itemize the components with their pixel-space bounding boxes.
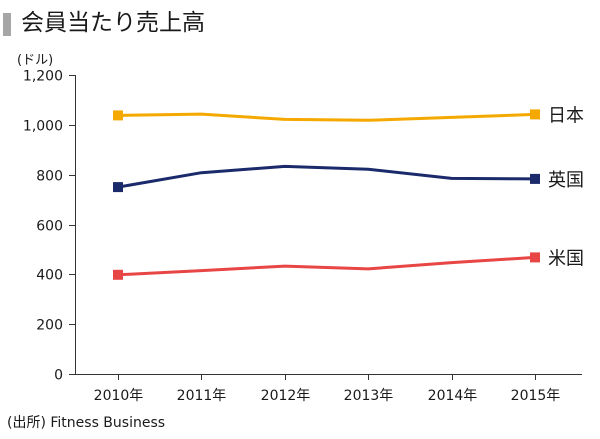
chart-title: 会員当たり売上高 bbox=[21, 10, 205, 36]
x-tick-label: 2011年 bbox=[177, 388, 227, 404]
y-unit-label: (ドル) bbox=[17, 53, 53, 68]
y-tick-label: 0 bbox=[54, 368, 63, 384]
series-end-marker bbox=[113, 110, 123, 121]
series-label: 英国 bbox=[548, 170, 584, 191]
x-tick-label: 2014年 bbox=[428, 388, 478, 404]
series-label: 米国 bbox=[548, 248, 584, 269]
y-tick-label: 800 bbox=[36, 169, 63, 185]
title-accent-bar bbox=[3, 13, 11, 36]
series-end-marker bbox=[530, 173, 540, 184]
y-tick-label: 400 bbox=[36, 268, 63, 284]
x-tick-label: 2010年 bbox=[94, 388, 144, 404]
y-tick-label: 1,200 bbox=[23, 69, 63, 85]
series-group: 日本 bbox=[113, 105, 584, 126]
series-line bbox=[116, 112, 537, 122]
series-end-marker bbox=[113, 269, 123, 280]
x-tick-label: 2013年 bbox=[344, 388, 394, 404]
x-ticks: 2010年 2011年 2012年 2013年 2014年 2015年 bbox=[94, 374, 561, 404]
series-line bbox=[116, 164, 537, 189]
series-line bbox=[116, 255, 537, 277]
x-tick-label: 2012年 bbox=[261, 388, 311, 404]
y-tick-label: 200 bbox=[36, 318, 63, 334]
series-group: 英国 bbox=[113, 164, 584, 193]
series-group: 米国 bbox=[113, 248, 584, 280]
series-label: 日本 bbox=[548, 105, 584, 126]
y-tick-label: 1,000 bbox=[23, 119, 63, 135]
series-end-marker bbox=[530, 109, 540, 120]
y-tick-label: 600 bbox=[36, 219, 63, 235]
source-note: (出所) Fitness Business bbox=[7, 415, 166, 431]
series-end-marker bbox=[530, 252, 540, 263]
series-end-marker bbox=[113, 182, 123, 193]
y-ticks: 0 200 400 600 800 1,000 1,200 bbox=[23, 69, 75, 384]
x-tick-label: 2015年 bbox=[511, 388, 561, 404]
